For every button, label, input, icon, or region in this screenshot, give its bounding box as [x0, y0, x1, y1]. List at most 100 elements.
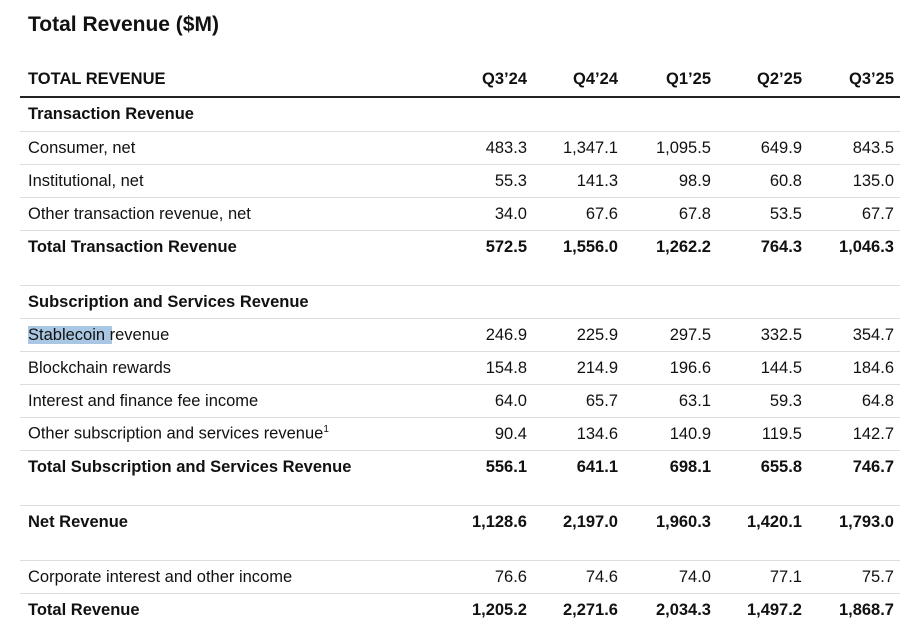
- value-cell: 297.5: [669, 325, 711, 344]
- total-row: Net Revenue 1,128.6 2,197.0 1,960.3 1,420.1 1…: [20, 505, 900, 538]
- value-cell: 1,960.3: [655, 512, 711, 531]
- value-cell: 67.6: [585, 204, 618, 223]
- value-cell: 1,347.1: [562, 138, 618, 157]
- row-label: Stablecoin revenue: [20, 325, 435, 345]
- value-cell: 1,793.0: [838, 512, 894, 531]
- header-cell: Q1’25: [666, 69, 711, 88]
- value-cell: 225.9: [576, 325, 618, 344]
- header-cell: Q2’25: [757, 69, 802, 88]
- label-text: Subscription and Services Revenue: [28, 292, 309, 311]
- row-label: Blockchain rewards: [20, 359, 435, 378]
- label-text: Total Transaction Revenue: [28, 237, 237, 256]
- value-cell: 134.6: [576, 424, 618, 443]
- value-cell: 67.8: [678, 204, 711, 223]
- value-cell: 142.7: [852, 424, 894, 443]
- value-cell: 2,034.3: [655, 600, 711, 619]
- item-row: Consumer, net 483.3 1,347.1 1,095.5 649.9 843…: [20, 131, 900, 164]
- item-row: Interest and finance fee income 64.0 65.7 6…: [20, 384, 900, 417]
- value-cell: 119.5: [761, 424, 802, 443]
- header-cell: Q3’25: [849, 69, 894, 88]
- value-cell: 65.7: [585, 391, 618, 410]
- row-label: Corporate interest and other income: [20, 568, 435, 587]
- value-cell: 55.3: [494, 171, 527, 190]
- value-cell: 98.9: [678, 171, 711, 190]
- value-cell: 90.4: [494, 424, 527, 443]
- row-label: Total Transaction Revenue: [20, 238, 435, 257]
- total-row: Total Revenue 1,205.2 2,271.6 2,034.3 1,497.…: [20, 593, 900, 626]
- value-cell: 843.5: [852, 138, 894, 157]
- value-cell: 144.5: [760, 358, 802, 377]
- value-cell: 184.6: [852, 358, 894, 377]
- value-cell: 1,420.1: [746, 512, 802, 531]
- value-cell: 2,197.0: [562, 512, 618, 531]
- label-text: Transaction Revenue: [28, 105, 194, 123]
- title: Total Revenue ($M): [28, 13, 219, 36]
- label-text: Consumer, net: [28, 138, 136, 157]
- value-cell: 641.1: [576, 457, 618, 476]
- label-text: Other transaction revenue, net: [28, 204, 251, 223]
- label-text: Blockchain rewards: [28, 358, 172, 377]
- footnote-mark: 1: [323, 424, 329, 436]
- value-cell: 1,046.3: [838, 237, 894, 256]
- value-cell: 332.5: [760, 325, 802, 344]
- item-row: Institutional, net 55.3 141.3 98.9 60.8 135.0: [20, 164, 900, 197]
- row-label: Institutional, net: [20, 172, 435, 191]
- item-row: Other subscription and services revenue1…: [20, 417, 900, 450]
- value-cell: 1,868.7: [838, 600, 894, 619]
- value-cell: 1,095.5: [655, 138, 711, 157]
- value-cell: 76.6: [494, 567, 527, 586]
- row-label: Transaction Revenue: [20, 105, 435, 124]
- value-cell: 698.1: [669, 457, 711, 476]
- label-text: Interest and finance fee income: [28, 391, 259, 410]
- row-label: Total Revenue: [20, 601, 435, 620]
- value-cell: 63.1: [678, 391, 711, 410]
- value-cell: 64.0: [494, 391, 527, 410]
- row-label: Other transaction revenue, net: [20, 205, 435, 224]
- value-cell: 53.5: [769, 204, 802, 223]
- value-cell: 75.7: [861, 567, 894, 586]
- value-cell: 1,556.0: [562, 237, 618, 256]
- value-cell: 1,262.2: [655, 237, 711, 256]
- value-cell: 556.1: [485, 457, 527, 476]
- header-cell: Q4’24: [573, 69, 618, 88]
- label-text: Corporate interest and other income: [28, 567, 293, 586]
- revenue-table: TOTAL REVENUE Q3’24 Q4’24 Q1’25 Q2’25 Q3’25 Tr…: [20, 62, 900, 626]
- header-row: TOTAL REVENUE Q3’24 Q4’24 Q1’25 Q2’25 Q3’25: [20, 62, 900, 98]
- value-cell: 77.1: [769, 567, 802, 586]
- item-row: Blockchain rewards 154.8 214.9 196.6 144.5 18…: [20, 351, 900, 384]
- value-cell: 60.8: [769, 171, 802, 190]
- value-cell: 483.3: [485, 138, 527, 157]
- total-row: Total Transaction Revenue 572.5 1,556.0 1,2…: [20, 230, 900, 263]
- value-cell: 2,271.6: [562, 600, 618, 619]
- value-cell: 154.8: [485, 358, 527, 377]
- value-cell: 214.9: [576, 358, 618, 377]
- value-cell: 141.3: [576, 171, 618, 190]
- item-row: Stablecoin revenue 246.9 225.9 297.5 332.5 35…: [20, 318, 900, 351]
- header-cell: Q3’24: [482, 69, 527, 88]
- value-cell: 196.6: [669, 358, 711, 377]
- value-cell: 246.9: [485, 325, 527, 344]
- row-label: Consumer, net: [20, 139, 435, 158]
- header-cell: TOTAL REVENUE: [28, 69, 166, 88]
- label-text: Net Revenue: [28, 512, 128, 531]
- row-label: Interest and finance fee income: [20, 392, 435, 411]
- row-label: Subscription and Services Revenue: [20, 293, 435, 312]
- value-cell: 655.8: [760, 457, 802, 476]
- value-cell: 1,128.6: [471, 512, 527, 531]
- value-cell: 74.0: [678, 567, 711, 586]
- value-cell: 1,205.2: [471, 600, 527, 619]
- item-row: Other transaction revenue, net 34.0 67.6 67…: [20, 197, 900, 230]
- row-label: Other subscription and services revenue1: [20, 424, 435, 444]
- value-cell: 67.7: [861, 204, 894, 223]
- value-cell: 354.7: [852, 325, 894, 344]
- value-cell: 746.7: [852, 457, 894, 476]
- value-cell: 1,497.2: [746, 600, 802, 619]
- label-text: Total Subscription and Services Revenue: [28, 457, 352, 476]
- section-row: Subscription and Services Revenue: [20, 285, 900, 318]
- value-cell: 135.0: [852, 171, 894, 190]
- label-text: Other subscription and services revenue: [28, 424, 324, 443]
- value-cell: 34.0: [494, 204, 527, 223]
- label-text: Stablecoin revenue: [28, 325, 170, 344]
- total-row: Total Subscription and Services Revenue 5…: [20, 450, 900, 483]
